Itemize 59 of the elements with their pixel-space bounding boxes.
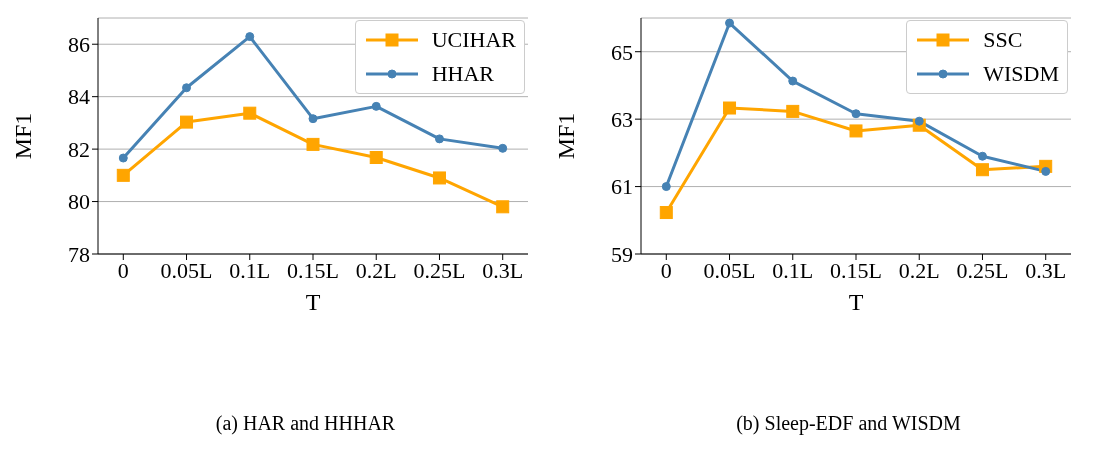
x-tick-label: 0.2L	[355, 257, 397, 283]
x-tick-label: 0.25L	[956, 257, 1009, 283]
point	[182, 83, 192, 93]
point	[659, 206, 673, 220]
legend-label: WISDM	[983, 60, 1059, 88]
y-tick-label: 63	[611, 106, 633, 132]
point	[369, 151, 383, 164]
x-tick-label: 0.1L	[772, 257, 814, 283]
x-tick-label: 0.05L	[703, 257, 756, 283]
legend-label: HHAR	[431, 60, 494, 88]
y-tick-label: 59	[611, 241, 633, 267]
point	[975, 163, 989, 177]
y-tick-label: 61	[611, 174, 633, 200]
point	[116, 168, 130, 182]
legend-label: UCIHAR	[431, 26, 516, 54]
y-tick-label: 86	[68, 32, 90, 58]
y-tick-label: 82	[68, 136, 90, 162]
point	[851, 109, 861, 119]
point	[306, 137, 320, 151]
x-axis-title: T	[848, 289, 864, 315]
point	[498, 143, 508, 153]
point	[371, 101, 381, 111]
x-tick-label: 0.15L	[830, 257, 882, 283]
point	[432, 171, 446, 185]
x-tick-label: 0.15L	[287, 257, 339, 283]
y-tick-label: 80	[68, 189, 90, 215]
x-tick-label: 0	[660, 257, 672, 283]
point	[914, 116, 924, 126]
x-tick-label: 0.25L	[413, 257, 466, 283]
x-tick-label: 0.05L	[160, 257, 213, 283]
text: (b) Sleep-EDF and WISDM	[735, 412, 962, 435]
point	[849, 124, 863, 138]
y-tick-label: 84	[68, 84, 90, 110]
point	[977, 151, 987, 161]
point	[725, 18, 735, 28]
point	[434, 134, 444, 144]
text: (a) HAR and HHHAR	[214, 412, 397, 435]
point	[786, 104, 800, 118]
point	[723, 101, 737, 115]
x-tick-label: 0.3L	[1025, 257, 1067, 283]
point	[661, 182, 671, 192]
x-tick-label: 0.1L	[229, 257, 271, 283]
point	[245, 32, 255, 42]
point	[180, 115, 194, 129]
point	[118, 153, 128, 163]
point	[1041, 166, 1051, 176]
x-tick-label: 0.2L	[898, 257, 940, 283]
y-axis-title: MF1	[552, 112, 579, 160]
legend-label: SSC	[983, 26, 1023, 54]
point	[243, 106, 257, 120]
y-tick-label: 78	[68, 241, 90, 267]
point	[496, 200, 510, 214]
y-axis-title: MF1	[9, 112, 36, 160]
y-tick-label: 65	[611, 39, 633, 65]
x-tick-label: 0.3L	[482, 257, 524, 283]
point	[308, 114, 318, 124]
x-axis-title: T	[305, 289, 321, 315]
x-tick-label: 0	[117, 257, 129, 283]
point	[788, 76, 798, 86]
